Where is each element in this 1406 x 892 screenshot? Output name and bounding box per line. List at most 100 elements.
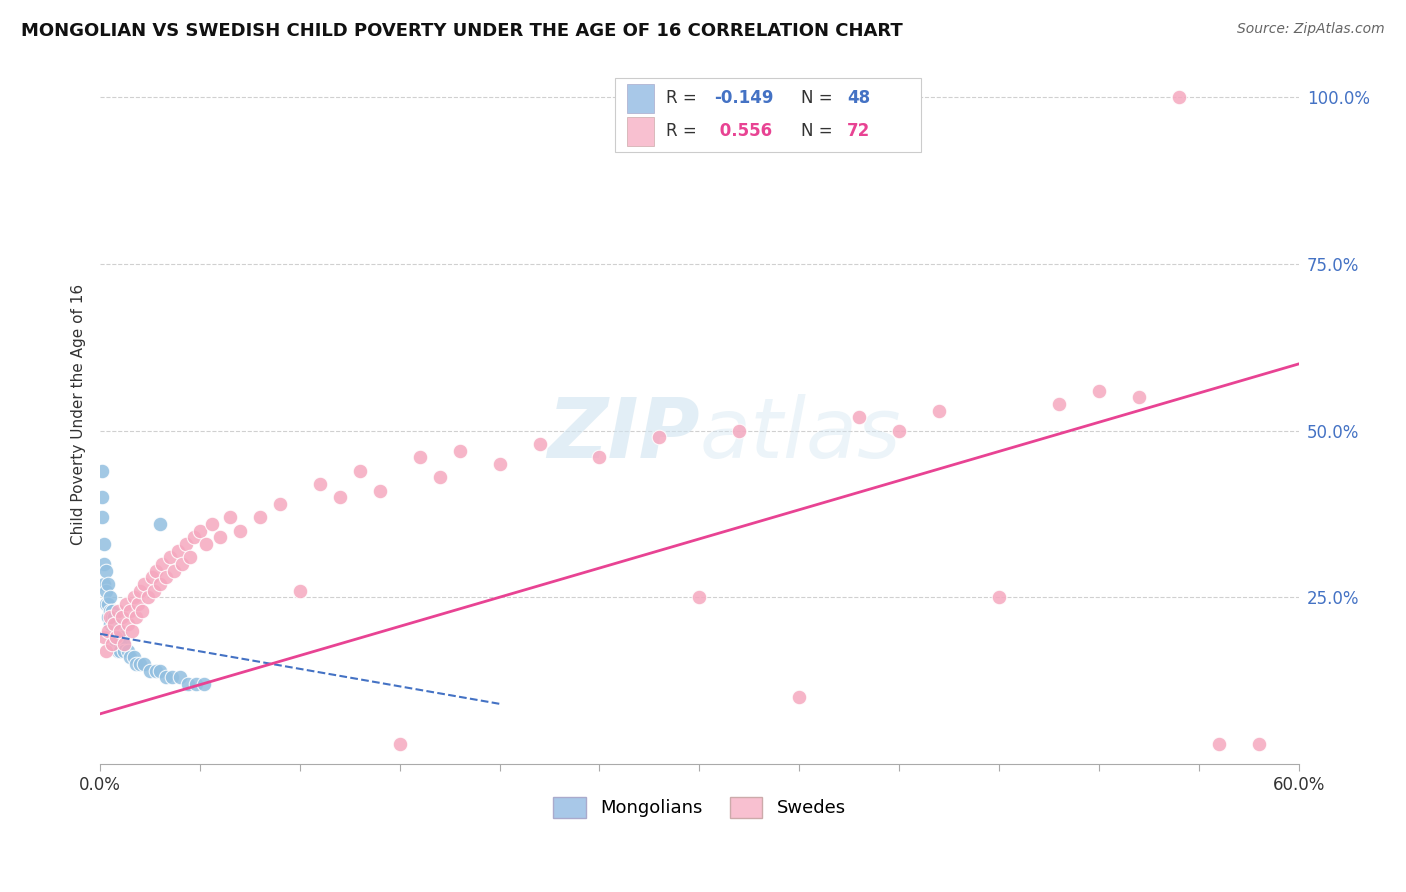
Point [184,677,207,691]
Point [155,570,177,584]
Point [107,603,129,617]
FancyBboxPatch shape [616,78,921,152]
Point [98,603,121,617]
Text: N =: N = [801,121,838,139]
Point [183,530,205,544]
Point [155,670,177,684]
Point [105,624,128,638]
Point [887,424,910,438]
Point [103,610,125,624]
Y-axis label: Child Poverty Under the Age of 16: Child Poverty Under the Age of 16 [72,284,86,544]
Point [1247,737,1270,751]
Point [111,610,134,624]
Point [131,603,153,617]
Point [108,643,131,657]
Point [149,664,172,678]
Point [91,490,114,504]
Point [195,537,218,551]
Point [368,483,391,498]
Point [122,650,145,665]
Point [269,497,291,511]
Point [108,637,131,651]
Point [728,424,751,438]
Text: 0.556: 0.556 [714,121,772,139]
Point [93,537,115,551]
Point [219,510,242,524]
Point [108,624,131,638]
Text: ZIP: ZIP [547,394,699,475]
Point [127,597,149,611]
Point [120,603,142,617]
Point [1208,737,1230,751]
Point [449,443,471,458]
Point [125,657,148,671]
Point [167,543,190,558]
Point [112,637,135,651]
Point [787,690,810,705]
Point [928,403,950,417]
Point [98,610,121,624]
Point [94,564,117,578]
Point [97,597,120,611]
Point [329,490,352,504]
Point [145,664,167,678]
Point [105,630,128,644]
Point [120,650,142,665]
FancyBboxPatch shape [627,84,654,113]
Point [129,583,152,598]
Point [125,610,148,624]
Point [179,550,201,565]
Point [688,591,710,605]
Point [98,616,121,631]
Point [132,577,155,591]
Point [97,610,120,624]
Point [529,437,551,451]
FancyBboxPatch shape [627,117,654,146]
Point [107,630,129,644]
Text: R =: R = [666,88,702,107]
Point [429,470,451,484]
Point [132,657,155,671]
Point [409,450,432,465]
Point [388,737,411,751]
Point [149,577,172,591]
Point [1088,384,1111,398]
Point [160,670,183,684]
Point [169,670,191,684]
Point [101,603,124,617]
Point [105,637,128,651]
Point [94,597,117,611]
Point [112,643,135,657]
Text: atlas: atlas [699,394,901,475]
Point [93,577,115,591]
Point [101,624,124,638]
Text: -0.149: -0.149 [714,88,773,107]
Point [208,530,231,544]
Text: R =: R = [666,121,702,139]
Point [107,624,129,638]
Point [141,570,163,584]
Point [349,464,371,478]
Point [188,524,211,538]
Point [648,430,671,444]
Text: MONGOLIAN VS SWEDISH CHILD POVERTY UNDER THE AGE OF 16 CORRELATION CHART: MONGOLIAN VS SWEDISH CHILD POVERTY UNDER… [21,22,903,40]
Point [163,564,186,578]
Point [129,657,152,671]
Point [91,464,114,478]
Point [768,90,790,104]
Point [103,616,125,631]
Point [170,557,193,571]
Point [112,637,135,651]
Point [193,677,215,691]
Point [98,591,121,605]
Text: 72: 72 [846,121,870,139]
Point [588,450,610,465]
Point [145,564,167,578]
Point [1167,90,1189,104]
Text: Source: ZipAtlas.com: Source: ZipAtlas.com [1237,22,1385,37]
Point [101,610,124,624]
Point [249,510,271,524]
Point [103,630,125,644]
Text: N =: N = [801,88,838,107]
Point [174,537,197,551]
